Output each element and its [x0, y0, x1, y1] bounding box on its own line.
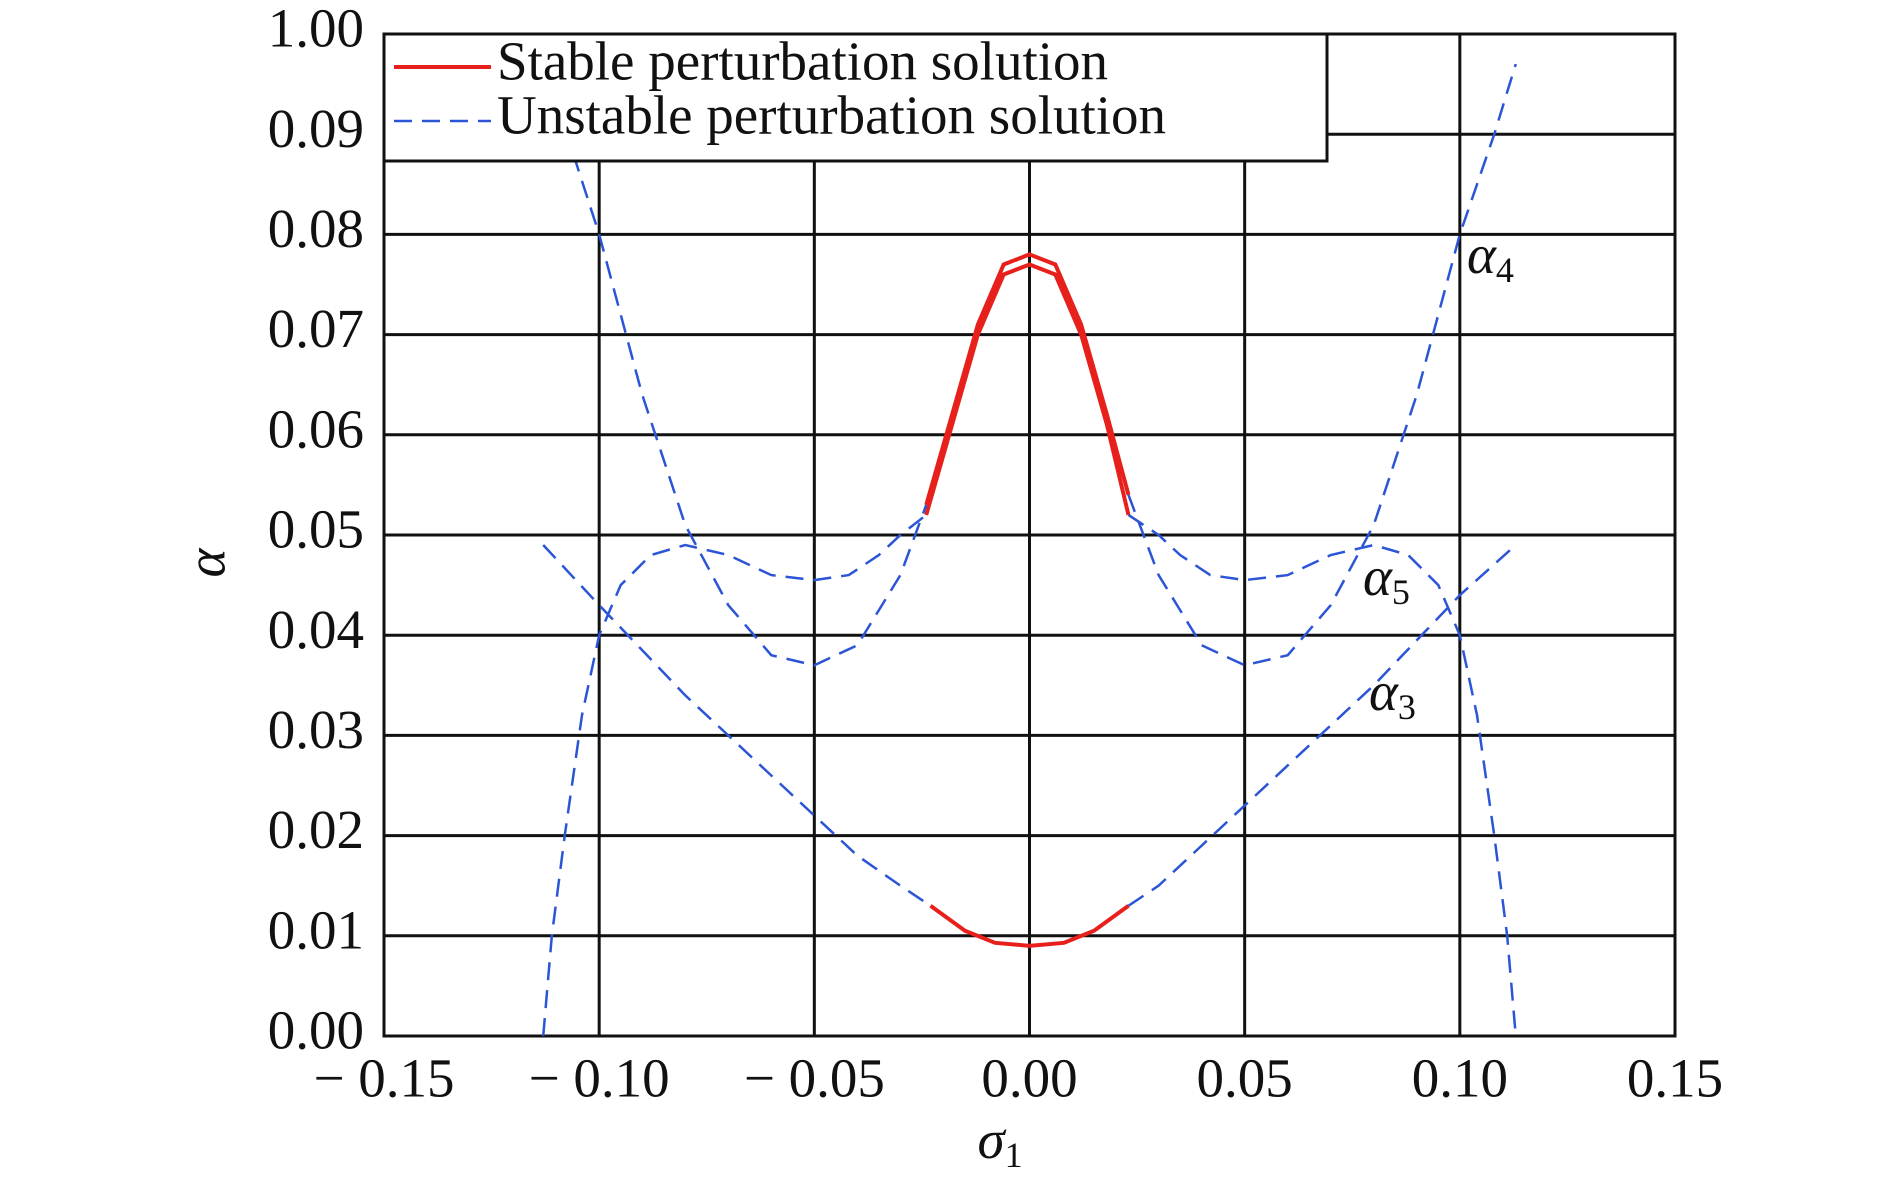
legend-label: Stable perturbation solution — [497, 31, 1108, 92]
x-tick-label: 0.05 — [1197, 1048, 1293, 1109]
annotation-symbol: α — [1369, 661, 1399, 722]
annotation: α4 — [1467, 224, 1514, 291]
series-line — [541, 63, 1518, 1037]
y-tick-label: 0.00 — [268, 1000, 364, 1061]
annotation-sub: 3 — [1398, 687, 1416, 727]
y-tick-label: 0.06 — [268, 398, 364, 459]
y-tick-label: 0.02 — [268, 799, 364, 860]
y-tick-label: 0.05 — [268, 499, 364, 560]
series-line — [924, 252, 1131, 948]
annotation-sub: 5 — [1392, 572, 1410, 612]
x-axis-label-main: σ — [977, 1109, 1006, 1170]
y-tick-label: 0.07 — [268, 298, 364, 359]
y-tick-label: 0.08 — [268, 198, 364, 259]
annotation-sub: 4 — [1496, 250, 1514, 290]
y-tick-label: 0.09 — [268, 98, 364, 159]
legend-label: Unstable perturbation solution — [497, 85, 1166, 146]
y-tick-label: 0.01 — [268, 899, 364, 960]
x-tick-label: 0.15 — [1627, 1048, 1723, 1109]
x-tick-label: − 0.15 — [313, 1048, 454, 1109]
annotation: α3 — [1369, 661, 1416, 728]
annotation-symbol: α — [1467, 224, 1497, 285]
x-tick-label: 0.00 — [981, 1048, 1077, 1109]
x-axis-label: σ1 — [977, 1109, 1022, 1176]
y-tick-label: 0.03 — [268, 699, 364, 760]
legend-box — [382, 32, 1329, 163]
x-tick-label: − 0.10 — [529, 1048, 670, 1109]
annotation: α5 — [1363, 546, 1410, 613]
y-tick-label: 1.00 — [268, 0, 364, 59]
y-axis-label: α — [176, 547, 237, 577]
x-tick-label: − 0.05 — [744, 1048, 885, 1109]
x-tick-label: 0.10 — [1412, 1048, 1508, 1109]
x-axis-label-sub: 1 — [1005, 1135, 1023, 1175]
y-tick-label: 0.04 — [268, 599, 364, 660]
annotation-symbol: α — [1363, 546, 1393, 607]
